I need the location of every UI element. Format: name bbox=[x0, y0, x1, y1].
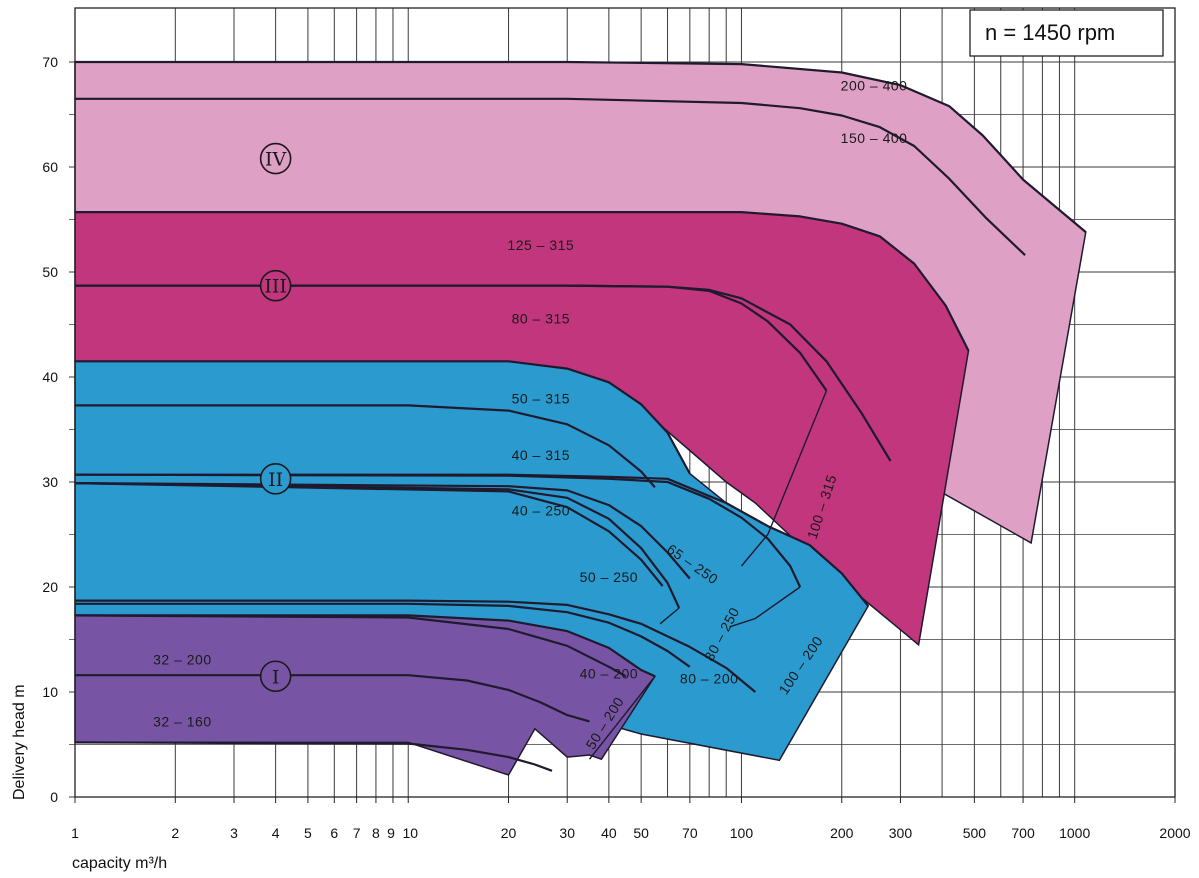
curve-label: 200 – 400 bbox=[841, 77, 908, 93]
curve-label: 50 – 250 bbox=[580, 569, 639, 585]
y-tick-label: 70 bbox=[42, 54, 58, 70]
curve-65-200 bbox=[75, 602, 691, 668]
curve-40-315 bbox=[75, 404, 656, 489]
boundary-50-200-lower bbox=[588, 675, 656, 760]
y-tick-label: 0 bbox=[50, 789, 58, 805]
y-tick-label: 50 bbox=[42, 264, 58, 280]
boundary-50-250-lower bbox=[659, 607, 680, 625]
curve-boundaries bbox=[588, 390, 828, 760]
group-badge-circle bbox=[259, 142, 292, 175]
performance-curves bbox=[74, 60, 1087, 772]
group-badge-circle bbox=[259, 269, 292, 302]
group-badge-circle bbox=[259, 463, 292, 495]
x-tick-label: 50 bbox=[633, 825, 649, 841]
x-tick-label: 3 bbox=[230, 825, 238, 841]
x-tick-label: 300 bbox=[889, 825, 913, 841]
x-tick-label: 70 bbox=[682, 825, 698, 841]
group-badge-label: II bbox=[268, 469, 283, 491]
x-tick-label: 30 bbox=[559, 825, 575, 841]
curve-label: 50 – 315 bbox=[512, 390, 571, 406]
y-tick-label: 30 bbox=[42, 474, 58, 490]
x-tick-label: 500 bbox=[963, 825, 987, 841]
curve-label: 80 – 315 bbox=[512, 310, 571, 326]
x-tick-label: 100 bbox=[730, 825, 754, 841]
plot-border bbox=[74, 7, 1176, 798]
curve-80-315 bbox=[75, 284, 828, 392]
curve-65-250 bbox=[74, 482, 691, 580]
group-badge-circle bbox=[259, 660, 292, 693]
x-tick-label: 20 bbox=[501, 825, 517, 841]
curve-label: 40 – 200 bbox=[580, 665, 639, 681]
x-tick-label: 10 bbox=[402, 825, 418, 841]
curve-32-200 bbox=[75, 674, 590, 723]
area-group-I bbox=[74, 614, 657, 776]
curve-150-400 bbox=[75, 97, 1026, 256]
boundary-80-250-lower bbox=[729, 586, 801, 628]
group-badge-label: III bbox=[264, 276, 287, 298]
curve-label: 32 – 200 bbox=[153, 652, 212, 668]
curve-label: 80 – 200 bbox=[680, 671, 739, 687]
x-tick-label: 6 bbox=[330, 825, 338, 841]
x-tick-label: 2000 bbox=[1159, 825, 1190, 841]
curve-label: 40 – 250 bbox=[512, 503, 571, 519]
boundary-100-315-lower bbox=[740, 390, 828, 567]
curve-label: 32 – 160 bbox=[153, 714, 212, 730]
curve-50-250 bbox=[74, 482, 681, 609]
x-tick-label: 700 bbox=[1011, 825, 1035, 841]
curve-80-200 bbox=[74, 473, 802, 588]
curve-200-400 bbox=[75, 60, 1087, 233]
performance-areas bbox=[74, 61, 1087, 776]
y-axis-ticks: 0 10 20 30 40 50 60 70 bbox=[42, 54, 58, 805]
x-axis-label: capacity m³/h bbox=[72, 855, 167, 872]
speed-annotation: n = 1450 rpm bbox=[985, 20, 1115, 45]
curve-32-160 bbox=[74, 741, 553, 772]
curve-50-315 bbox=[75, 360, 691, 475]
y-tick-label: 60 bbox=[42, 159, 58, 175]
curve-label: 40 – 315 bbox=[512, 447, 571, 463]
curve-125-315 bbox=[75, 211, 970, 352]
x-tick-label: 1000 bbox=[1059, 825, 1090, 841]
plot-frame bbox=[74, 7, 1176, 798]
y-tick-label: 20 bbox=[42, 579, 58, 595]
curve-40-200 bbox=[74, 614, 627, 678]
x-tick-label: 40 bbox=[601, 825, 617, 841]
curve-80-200-low bbox=[75, 599, 757, 693]
x-tick-label: 5 bbox=[304, 825, 312, 841]
x-tick-label: 2 bbox=[171, 825, 179, 841]
y-axis-label: Delivery head m bbox=[11, 684, 28, 800]
group-badge-label: I bbox=[272, 666, 280, 688]
curve-label: 150 – 400 bbox=[841, 130, 908, 146]
x-tick-label: 1 bbox=[71, 825, 79, 841]
x-tick-label: 200 bbox=[830, 825, 854, 841]
x-axis-ticks: 1 2 3 4 5 6 7 8 9 10 20 30 40 50 70 100 200 300 500 700 1000… bbox=[71, 797, 1191, 841]
curve-50-200 bbox=[75, 614, 656, 678]
x-tick-label: 7 bbox=[353, 825, 361, 841]
x-tick-label: 4 bbox=[272, 825, 280, 841]
y-tick-label: 40 bbox=[42, 369, 58, 385]
y-tick-label: 10 bbox=[42, 684, 58, 700]
x-tick-label: 8 bbox=[372, 825, 380, 841]
group-badge-label: IV bbox=[265, 149, 287, 171]
curve-40-250 bbox=[74, 482, 664, 587]
curve-label: 125 – 315 bbox=[507, 237, 574, 253]
curve-100-200 bbox=[75, 473, 870, 607]
x-tick-label: 9 bbox=[387, 825, 395, 841]
speed-annotation-box bbox=[969, 9, 1164, 57]
